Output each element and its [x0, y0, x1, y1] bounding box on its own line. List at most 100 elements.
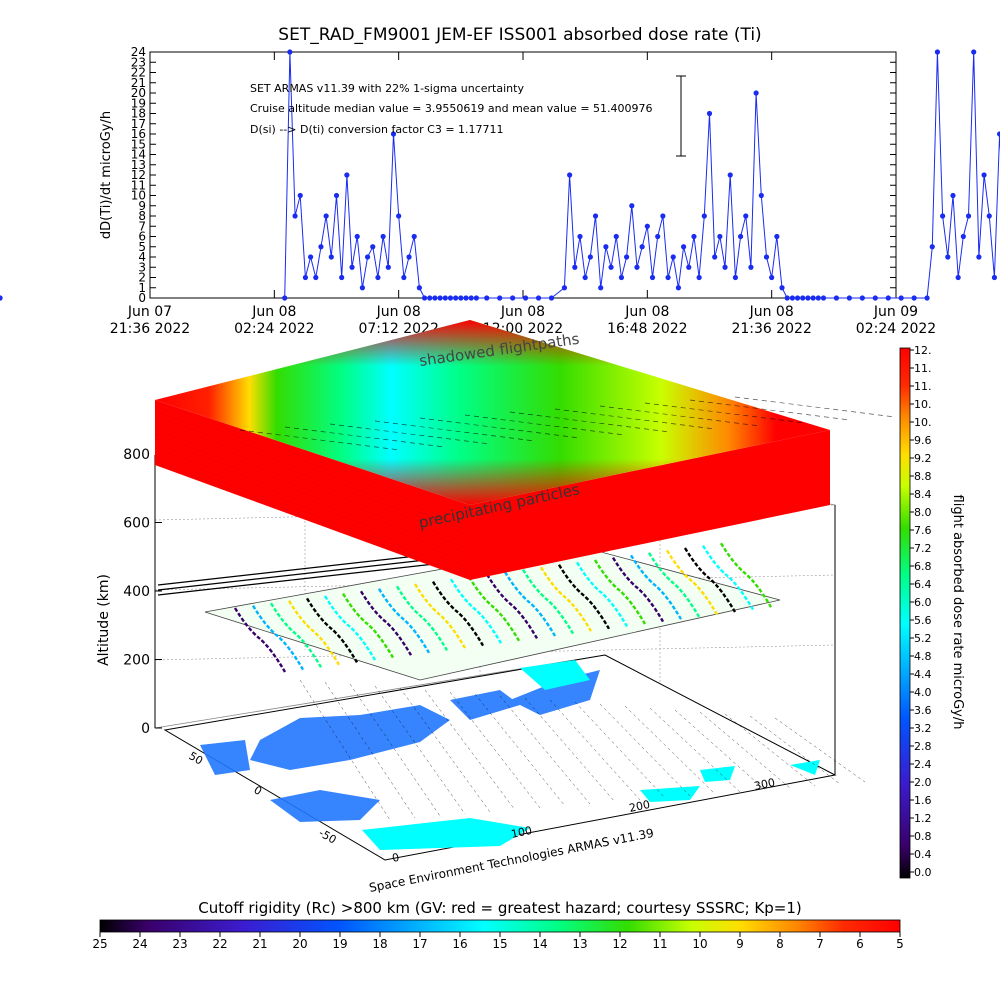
y-tick-label: 4 [138, 250, 146, 264]
altitude-tick-label: 800 [123, 447, 150, 463]
timeseries-series [0, 49, 1000, 301]
dose-colorbar-label: 6.0 [914, 596, 932, 609]
data-point [442, 295, 448, 301]
data-point [411, 233, 417, 240]
rigidity-colorbar-label: 13 [572, 937, 587, 951]
data-point [375, 274, 381, 281]
flight-track [413, 583, 467, 649]
data-point [401, 274, 407, 281]
data-point [497, 295, 503, 301]
data-point [665, 274, 671, 281]
data-point [458, 295, 464, 301]
rigidity-colorbar-label: 24 [132, 937, 147, 951]
dose-colorbar-label: 0.4 [914, 848, 932, 861]
ground-track [374, 685, 466, 815]
slab-stripe [154, 447, 471, 564]
y-tick-label: 1 [138, 281, 146, 295]
data-point [522, 295, 529, 301]
data-point [712, 254, 718, 260]
data-point [769, 274, 775, 281]
ground-track [674, 709, 766, 791]
altitude-tick-label: 600 [123, 516, 150, 532]
dose-colorbar-label: 4.8 [914, 650, 932, 663]
longitude-tick-label: 200 [628, 798, 651, 815]
dose-colorbar-label: 4.0 [914, 686, 932, 699]
dose-colorbar-label: 7.6 [914, 524, 932, 537]
data-point [885, 295, 891, 301]
rigidity-colorbar-label: 14 [532, 937, 547, 951]
data-point [748, 264, 754, 270]
y-tick-label: 0 [138, 291, 146, 305]
flight-track [467, 576, 521, 642]
data-point [629, 203, 635, 209]
ground-track [649, 707, 741, 793]
ground-track [449, 691, 541, 809]
longitude-tick-label: 0 [391, 851, 401, 865]
data-point [318, 244, 324, 250]
flight-track [341, 592, 395, 659]
slab-stripe [154, 438, 471, 555]
data-point [380, 233, 386, 240]
rigidity-colorbar-label: 20 [292, 937, 307, 951]
data-point [385, 264, 391, 270]
data-point [548, 295, 555, 301]
data-point [510, 295, 516, 301]
data-point [743, 213, 749, 219]
data-point [820, 295, 827, 301]
data-point [427, 295, 433, 301]
data-point [670, 254, 676, 260]
particle-slab [154, 320, 896, 580]
data-point [447, 295, 454, 301]
data-point [344, 172, 350, 178]
y-tick-label: 24 [131, 45, 146, 59]
data-point [774, 233, 780, 240]
data-point [945, 254, 951, 260]
data-point [639, 244, 645, 250]
rigidity-colorbar-label: 8 [776, 937, 784, 951]
data-point [333, 192, 340, 199]
rigidity-colorbar-label: 12 [612, 937, 627, 951]
flight-track [575, 561, 629, 628]
data-point [603, 244, 609, 250]
dose-colorbar [899, 347, 911, 879]
data-point [364, 254, 371, 260]
flight-track [449, 578, 503, 644]
data-point [986, 213, 992, 219]
data-point [598, 285, 604, 291]
y-tick-label: 21 [131, 76, 146, 90]
data-point [940, 213, 946, 219]
rigidity-colorbar-label: 5 [896, 937, 904, 951]
data-point [997, 131, 1000, 137]
rigidity-colorbar-label: 11 [652, 937, 667, 951]
ground-track [774, 717, 866, 783]
rigidity-colorbar-label: 21 [252, 937, 267, 951]
data-point [572, 264, 578, 270]
slab-stripe [154, 433, 471, 550]
y-tick-label: 11 [131, 178, 146, 192]
uncertainty-error-bar [676, 75, 686, 157]
slab-stripe [154, 401, 471, 518]
longitude-tick-label: 300 [753, 776, 776, 793]
data-point [971, 49, 977, 55]
ground-track [699, 711, 791, 789]
rigidity-colorbar-label: 19 [332, 937, 347, 951]
data-point [592, 213, 599, 219]
dose-colorbar-label: 12. [914, 344, 932, 357]
y-tick-label: 8 [138, 209, 146, 223]
rigidity-colorbar-label: 15 [492, 937, 507, 951]
slab-stripe [154, 424, 471, 541]
flight-track [287, 600, 341, 666]
data-point [706, 110, 713, 117]
dose-colorbar-label: 2.8 [914, 740, 932, 753]
y-tick-label: 5 [138, 240, 146, 254]
data-point [763, 254, 770, 260]
data-point [872, 295, 878, 301]
y-tick-label: 6 [138, 230, 146, 244]
ground-track [549, 699, 641, 801]
data-point [582, 274, 588, 281]
x-tick-time: 21:36 2022 [110, 321, 190, 337]
data-point [432, 295, 438, 301]
